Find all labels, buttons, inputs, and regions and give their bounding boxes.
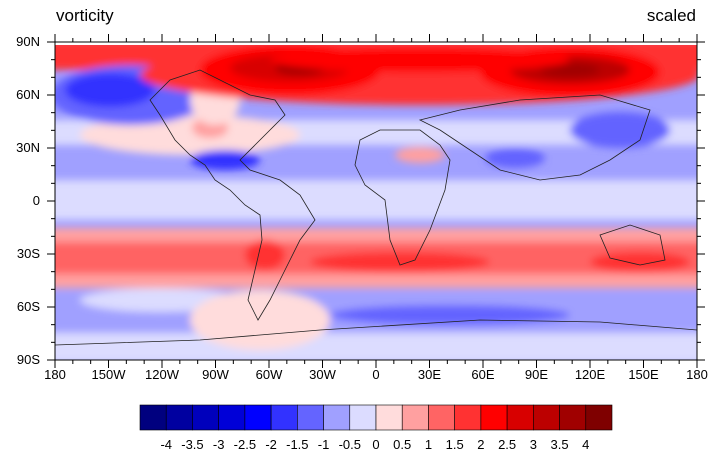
colorbar-label: 0.5 (393, 437, 412, 452)
colorbar-box (270, 404, 298, 431)
colorbar-label: 1 (424, 437, 433, 452)
colorbar-label: -1 (317, 437, 330, 452)
x-axis-label: 150W (91, 367, 126, 382)
colorbar-box (585, 404, 613, 431)
colorbar-box (428, 404, 455, 431)
colorbar-box (559, 404, 587, 431)
colorbar (139, 404, 613, 431)
colorbar-label: -3.5 (181, 437, 204, 452)
colorbar-box (297, 404, 324, 431)
x-axis-label: 120E (574, 367, 606, 382)
colorbar-label: 2 (477, 437, 485, 452)
x-axis-label: 60W (255, 367, 283, 382)
y-axis-label: 60N (16, 87, 40, 102)
colorbar-label: 3.5 (550, 437, 569, 452)
colorbar-box (218, 404, 246, 431)
colorbar-label: -2.5 (233, 437, 257, 452)
colorbar-box (349, 404, 377, 431)
colorbar-box (165, 404, 193, 431)
colorbar-label: 2.5 (498, 437, 517, 452)
colorbar-label: -1.5 (286, 437, 309, 452)
colorbar-box (192, 404, 219, 431)
colorbar-label: -2 (265, 437, 277, 452)
colorbar-box (139, 404, 167, 431)
axis-ticks (47, 34, 705, 368)
x-axis-label: 60E (471, 367, 495, 382)
colorbar-box (244, 404, 272, 431)
x-axis-label: 30W (309, 367, 336, 382)
y-axis-label: 0 (32, 193, 40, 208)
x-axis-label: 90W (202, 367, 229, 382)
colorbar-label: 0 (372, 437, 380, 452)
colorbar-box (533, 404, 560, 431)
colorbar-box (454, 404, 482, 431)
x-axis-label: 180 (686, 367, 708, 382)
x-axis-label: 180 (44, 367, 66, 382)
colorbar-box (480, 404, 508, 431)
colorbar-label: -3 (212, 437, 225, 452)
x-axis-label: 120W (145, 367, 179, 382)
x-axis-label: 90E (524, 367, 549, 382)
colorbar-label: 4 (582, 437, 590, 452)
coastlines (55, 69, 697, 346)
y-axis-label: 90S (16, 352, 40, 367)
y-axis-label: 30N (16, 140, 40, 155)
colorbar-label: 3 (529, 437, 537, 452)
contour-fill (55, 45, 697, 360)
colorbar-box (323, 404, 351, 431)
y-axis-label: 60S (16, 299, 40, 314)
y-axis-label: 90N (16, 34, 40, 49)
colorbar-label: -0.5 (338, 437, 361, 452)
colorbar-box (506, 404, 534, 431)
plot-title-left: vorticity (56, 6, 114, 25)
x-axis-label: 0 (372, 367, 380, 382)
colorbar-label: -4 (160, 437, 172, 452)
colorbar-box (375, 404, 403, 431)
x-axis-label: 30E (417, 367, 442, 382)
y-axis-label: 30S (16, 246, 40, 261)
x-axis-label: 150E (628, 367, 659, 382)
plot-title-right: scaled (646, 6, 696, 25)
colorbar-box (401, 404, 429, 431)
colorbar-label: 1.5 (445, 437, 464, 452)
